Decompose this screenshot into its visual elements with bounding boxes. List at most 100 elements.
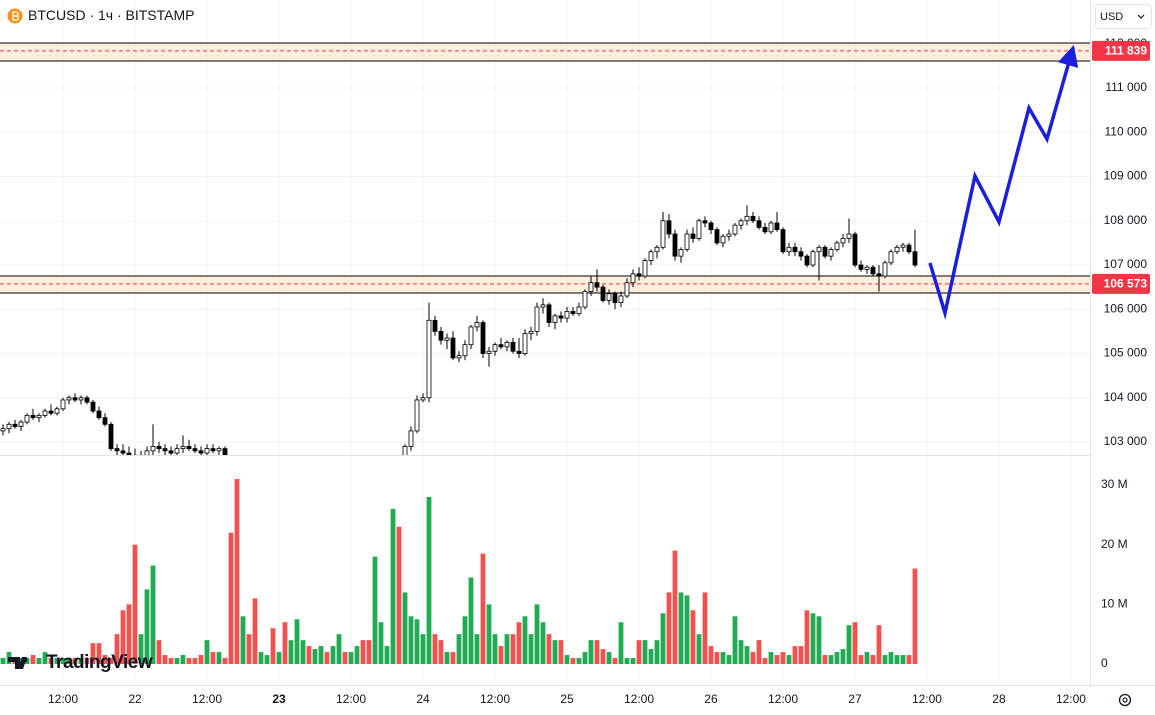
- candle-body: [762, 226, 768, 233]
- candle-body: [834, 242, 840, 250]
- volume-bar: [696, 634, 702, 664]
- candle-body: [684, 233, 690, 250]
- volume-tick-label: 30 M: [1101, 477, 1128, 491]
- volume-bar: [474, 634, 480, 664]
- volume-bar: [780, 652, 786, 664]
- price-pane: [0, 205, 918, 531]
- gear[interactable]: [1118, 693, 1132, 707]
- volume-bar: [852, 622, 858, 664]
- candle-body: [426, 319, 432, 399]
- volume-bar: [366, 640, 372, 664]
- settings-icon[interactable]: [1118, 693, 1132, 707]
- volume-bar: [54, 658, 60, 664]
- volume-bar: [828, 655, 834, 664]
- volume-bar: [840, 649, 846, 664]
- volume-tick-label: 20 M: [1101, 537, 1128, 551]
- candle-body: [313, 500, 317, 504]
- volume-bar: [48, 658, 54, 664]
- candle-body: [642, 260, 648, 277]
- currency-label[interactable]: USD: [1100, 11, 1123, 23]
- volume-bar: [576, 658, 582, 664]
- candle-body: [331, 495, 335, 499]
- candle-body: [373, 473, 377, 495]
- candle-body: [108, 423, 114, 450]
- candle-body: [666, 220, 672, 235]
- candle-body: [828, 249, 834, 257]
- volume-bar: [540, 622, 546, 664]
- grid: [0, 0, 1090, 685]
- volume-bar: [600, 649, 606, 664]
- volume-bar: [276, 652, 282, 664]
- candle-body: [265, 513, 269, 517]
- x-tick-label: 22: [128, 692, 142, 706]
- candle-body: [144, 450, 150, 455]
- candle-body: [283, 515, 287, 530]
- gear-center[interactable]: [1122, 697, 1128, 703]
- candle-body: [18, 421, 24, 427]
- x-tick-label: 12:00: [48, 692, 78, 706]
- volume-bar: [534, 604, 540, 664]
- candle-body: [30, 415, 36, 419]
- axes: 12:00 22 12:00 23 12:00 24 12:00 25 12:00 26 12:00…: [48, 36, 1150, 706]
- volume-bar: [870, 655, 876, 664]
- volume-bar: [480, 553, 486, 664]
- volume-bar: [102, 655, 108, 664]
- volume-bar: [282, 622, 288, 664]
- candle-body: [162, 448, 168, 452]
- volume-bar: [426, 496, 432, 664]
- logo: TradingView: [8, 652, 153, 673]
- candle-body: [660, 220, 666, 248]
- candle-body: [528, 330, 534, 334]
- volume-bar: [150, 565, 156, 664]
- volume-bar: [378, 622, 384, 664]
- candle-body: [816, 246, 822, 253]
- candle-body: [768, 222, 774, 233]
- volume-bar: [66, 658, 72, 664]
- volume-bar: [450, 652, 456, 664]
- symbol-title: BTCUSD · 1ч · BITSTAMP: [28, 7, 195, 23]
- candle-body: [78, 397, 84, 401]
- volume-bar: [156, 640, 162, 664]
- projection-path: [928, 44, 1079, 320]
- candle-body: [498, 344, 504, 348]
- volume-bar: [630, 658, 636, 664]
- candle-body: [702, 220, 708, 224]
- volume-bar: [342, 652, 348, 664]
- candle-body: [450, 337, 456, 359]
- volume-bar: [258, 652, 264, 664]
- volume-bar: [732, 616, 738, 664]
- volume-bar: [876, 625, 882, 664]
- volume-bar: [210, 652, 216, 664]
- level-price-box: [1092, 40, 1150, 61]
- candle-body: [462, 344, 468, 357]
- candle-body: [0, 428, 6, 432]
- y-tick-label: 104 000: [1104, 390, 1148, 404]
- currency-selector[interactable]: USD: [1095, 4, 1152, 29]
- x-tick-label: 23: [272, 692, 286, 706]
- candle-body: [636, 273, 642, 277]
- volume-bar: [96, 643, 102, 664]
- candle-body: [414, 399, 420, 432]
- candle-body: [720, 235, 726, 244]
- candle-body: [198, 450, 204, 454]
- candle-body: [210, 448, 216, 452]
- volume-bar: [912, 568, 918, 664]
- logo-text: TradingView: [46, 652, 153, 673]
- volume-bar: [330, 646, 336, 664]
- volume-bar: [792, 646, 798, 664]
- volume-bar: [528, 634, 534, 664]
- volume-bar: [444, 652, 450, 664]
- candle-body: [289, 522, 293, 531]
- volume-bar: [498, 646, 504, 664]
- y-tick-label: 103 000: [1104, 434, 1148, 448]
- symbol-header: BTCUSD · 1ч · BITSTAMP: [7, 7, 195, 24]
- currency-button[interactable]: [1095, 4, 1152, 29]
- volume-bar: [894, 655, 900, 664]
- x-tick-label: 28: [992, 692, 1006, 706]
- volume-bar: [888, 652, 894, 664]
- candle-body: [253, 513, 257, 526]
- candle-body: [906, 244, 912, 253]
- volume-bar: [594, 640, 600, 664]
- candle-body: [186, 446, 192, 450]
- volume-bar: [660, 613, 666, 664]
